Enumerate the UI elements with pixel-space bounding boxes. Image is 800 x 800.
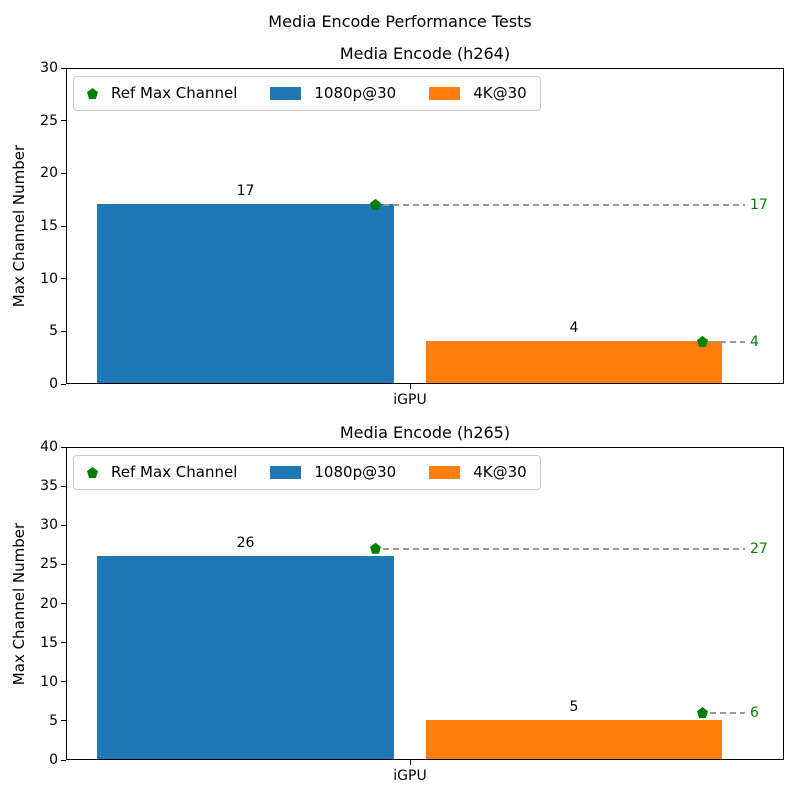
ref-marker-icon [697, 335, 708, 347]
y-tick-label: 10 [40, 673, 58, 690]
legend-item-ref: Ref Max Channel [87, 85, 237, 102]
ref-marker-icon [370, 542, 381, 554]
legend: Ref Max Channel 1080p@30 4K@30 [73, 455, 541, 490]
chart-title: Media Encode (h265) [339, 423, 511, 442]
y-tick-label: 15 [40, 634, 58, 651]
y-tick-mark [61, 67, 66, 69]
y-tick-mark [61, 330, 66, 332]
y-tick-label: 0 [49, 752, 58, 768]
legend-label: 1080p@30 [314, 463, 397, 481]
ref-dashed-line [383, 203, 745, 206]
y-tick-label: 5 [49, 323, 58, 340]
y-tick-label: 0 [49, 376, 58, 392]
legend-swatch-icon [270, 466, 302, 479]
y-tick-label: 30 [40, 60, 58, 76]
y-axis-label-text: Max Channel Number [10, 522, 28, 685]
x-tick-mark [410, 384, 411, 389]
y-tick-label: 20 [40, 165, 58, 182]
y-tick-mark [61, 603, 66, 604]
legend-swatch-icon [429, 466, 461, 479]
ref-value-label: 27 [750, 540, 768, 557]
x-tick-mark [410, 760, 411, 765]
y-tick-label: 5 [49, 712, 58, 729]
ref-marker-legend-icon [87, 467, 98, 478]
y-tick-mark [61, 681, 66, 683]
y-tick-label: 40 [40, 439, 58, 455]
y-tick-label: 25 [40, 556, 58, 573]
legend: Ref Max Channel 1080p@30 4K@30 [73, 76, 541, 111]
y-tick-label: 15 [40, 218, 58, 234]
y-tick-label: 20 [40, 595, 58, 612]
legend-item-4k30: 4K@30 [429, 463, 527, 481]
y-tick-label: 30 [40, 517, 58, 534]
legend-item-ref: Ref Max Channel [87, 464, 237, 481]
legend-label: 1080p@30 [314, 84, 397, 102]
bar-value-label: 17 [236, 183, 255, 199]
legend-item-1080p30: 1080p@30 [270, 464, 396, 481]
y-tick-mark [61, 278, 66, 280]
ref-dashed-line [383, 547, 745, 550]
bar-4k30 [426, 341, 722, 383]
y-tick-mark [61, 383, 66, 385]
x-tick-label: iGPU [393, 768, 427, 784]
ref-value-label: 17 [750, 196, 768, 213]
bar-value-label: 5 [569, 699, 579, 715]
legend-label: 4K@30 [473, 463, 527, 481]
figure-suptitle: Media Encode Performance Tests [268, 12, 532, 31]
y-tick-mark [61, 642, 66, 644]
legend-label: Ref Max Channel [111, 463, 238, 481]
y-tick-mark [61, 172, 66, 174]
legend-label: Ref Max Channel [111, 84, 238, 102]
y-tick-mark [61, 120, 66, 122]
y-tick-mark [61, 446, 66, 448]
legend-swatch-icon [429, 87, 461, 100]
y-tick-mark [61, 759, 66, 761]
bar-1080p30 [97, 204, 394, 383]
legend-label: 4K@30 [473, 84, 527, 102]
ref-dashed-line [710, 340, 745, 343]
y-tick-mark [61, 485, 66, 487]
y-tick-mark [61, 720, 66, 722]
ref-marker-icon [697, 707, 708, 719]
chart-title: Media Encode (h264) [339, 44, 511, 63]
y-tick-mark [61, 225, 66, 227]
ref-marker-legend-icon [87, 88, 98, 99]
bar-value-label: 4 [569, 320, 579, 336]
bar-value-label: 26 [236, 535, 255, 551]
y-tick-mark [61, 563, 66, 565]
ref-value-label: 6 [750, 705, 759, 722]
legend-swatch-icon [270, 87, 302, 100]
y-tick-mark [61, 524, 66, 526]
ref-dashed-line [710, 712, 745, 715]
ref-value-label: 4 [750, 333, 759, 350]
y-tick-label: 25 [40, 112, 58, 129]
x-tick-label: iGPU [393, 392, 427, 408]
legend-item-4k30: 4K@30 [429, 84, 527, 102]
bar-4k30 [426, 720, 722, 759]
bar-1080p30 [97, 556, 394, 759]
y-tick-label: 35 [40, 478, 58, 495]
ref-marker-icon [370, 198, 381, 210]
y-axis-label-text: Max Channel Number [10, 144, 28, 308]
legend-item-1080p30: 1080p@30 [270, 85, 396, 102]
y-tick-label: 10 [40, 270, 58, 287]
